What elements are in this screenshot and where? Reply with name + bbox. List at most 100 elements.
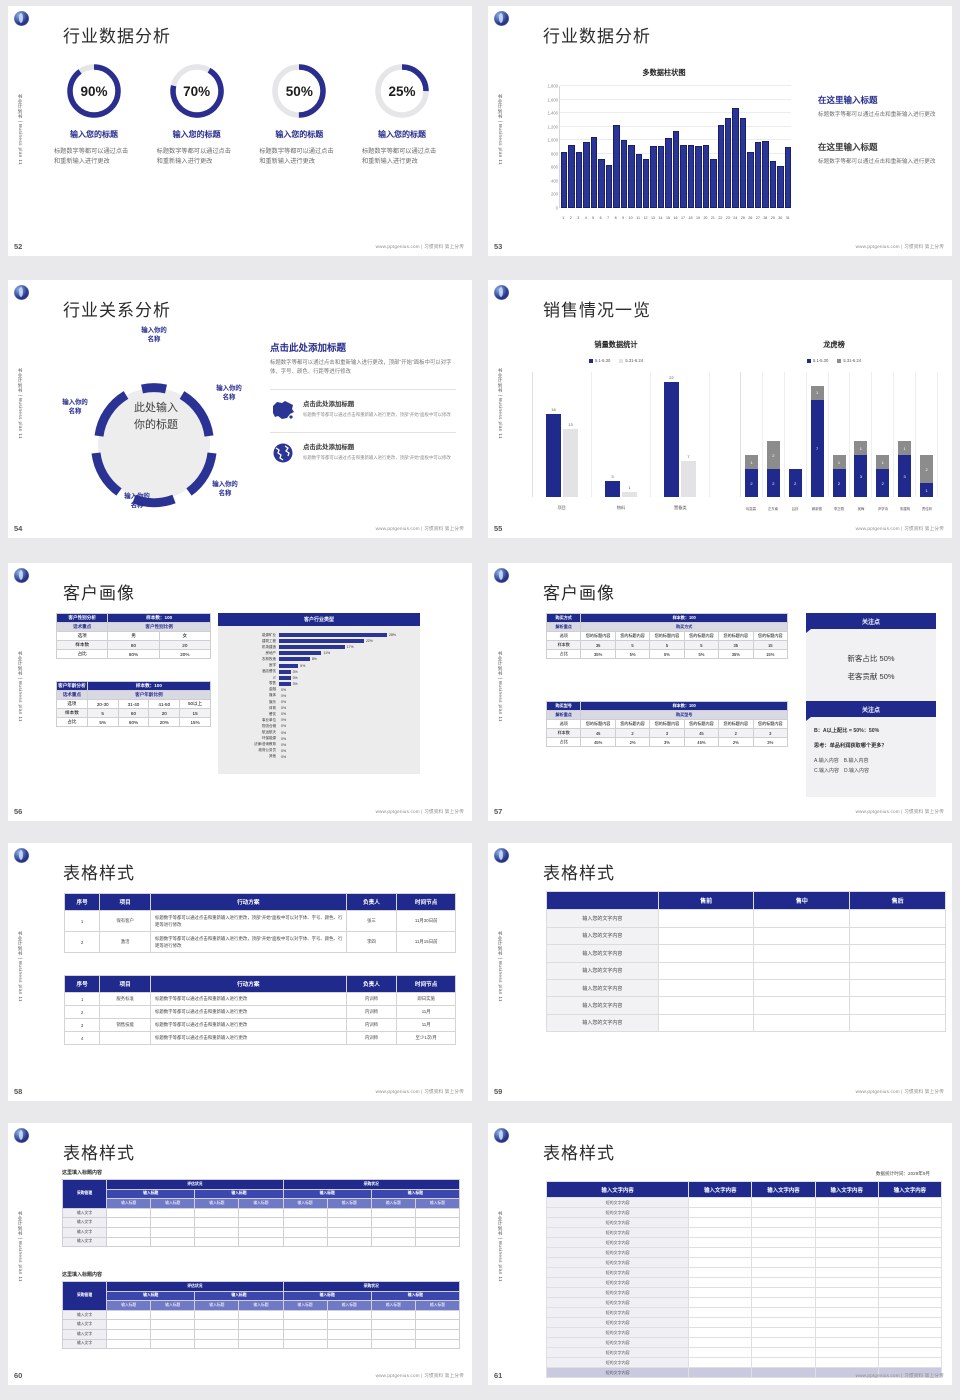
slide-cell-57[interactable]: 书业计划书 | Business plan 11 客户画像 购买方式 样本数：10… — [480, 555, 960, 835]
slide-59[interactable]: 书业计划书 | Business plan 11 表格样式 售前 售中 售后 输入您的… — [488, 843, 952, 1101]
chart-bar — [717, 124, 724, 208]
donut-chart-90: 90% — [65, 62, 123, 120]
action-table-2-wrap: 序号 项目 行动方案 负责人 时间节点 1 服务标准 标题数字等都可以通过点击和重新输入进行更… — [63, 975, 456, 1045]
china-map-icon — [270, 399, 296, 421]
table-cell — [657, 996, 755, 1015]
row-label: 短的文字内容 — [545, 1247, 690, 1258]
industry-bar — [279, 651, 322, 656]
table-leaf-cell: 输入标题 — [194, 1300, 240, 1311]
industry-bar-row: 娱乐 0% — [218, 699, 416, 705]
table-cell — [814, 1287, 879, 1298]
table-subheader-cell: 输入标题 — [370, 1290, 461, 1302]
slide-53[interactable]: 书业计划书 | Business plan 11 行业数据分析 多数据柱状图 0… — [488, 6, 952, 256]
table-leaf-cell: 输入标题 — [150, 1198, 196, 1209]
donut-item[interactable]: 25% 输入您的标题 标题数字等都可以通过点击和重新输入进行更改 — [356, 62, 448, 166]
focus-body: 新客占比 50% 老客贡献 50% — [806, 629, 936, 705]
slide-55[interactable]: 书业计划书 | Business plan 11 销售情况一览 销量数据统计 5… — [488, 280, 952, 538]
item-desc: 标题数字等都可以通过点击和重新输入进行更改，顶部“开始”面板中可以修改 — [303, 411, 451, 417]
x-tick-label: 25 — [740, 216, 745, 220]
industry-bar-row: 媒体 0% — [218, 693, 416, 699]
table-cell — [194, 1217, 240, 1228]
industry-value: 0% — [281, 724, 287, 729]
table-cell — [814, 1197, 879, 1208]
table-cell — [753, 978, 851, 998]
chart-legend: 5.1-5.30 5.31-6.24 — [726, 358, 942, 363]
slide-61[interactable]: 书业计划书 | Business plan 11 表格样式 数据统计时间：202… — [488, 1123, 952, 1385]
y-tick-label: 800 — [551, 151, 558, 157]
slide-cell-61[interactable]: 书业计划书 | Business plan 11 表格样式 数据统计时间：202… — [480, 1115, 960, 1400]
donut-item[interactable]: 50% 输入您的标题 标题数字等都可以通过点击和重新输入进行更改 — [253, 62, 345, 166]
donut-heading: 输入您的标题 — [377, 130, 426, 139]
list-item[interactable]: 点击此处添加标题 标题数字等都可以通过点击和重新输入进行更改，顶部“开始”面板中… — [270, 431, 456, 464]
slide-60[interactable]: 书业计划书 | Business plan 11 表格样式 这里填入标题内容 采… — [8, 1123, 472, 1385]
slide-54[interactable]: 书业计划书 | Business plan 11 行业关系分析 输入你的 名称 输… — [8, 280, 472, 538]
gender-analysis-table: 客户性别分析 样本数：100 话术重点 客户性别比例 选项男女样本数 80 20 占比 80% 2… — [55, 613, 212, 659]
table-cell — [814, 1217, 879, 1228]
focus-body: B：A以上配比 = 50%：50% 思考：单品利润获取哪个更多？ A.输入内容 … — [806, 717, 936, 797]
list-item[interactable]: 点击此处添加标题 标题数字等都可以通过点击和重新输入进行更改，顶部“开始”面板中… — [270, 388, 456, 421]
slide-cell-55[interactable]: 书业计划书 | Business plan 11 销售情况一览 销量数据统计 5… — [480, 270, 960, 555]
side-label: 书业计划书 | Business plan 11 — [18, 94, 23, 165]
table-cell — [751, 1257, 816, 1268]
row-label: 短的文字内容 — [545, 1257, 690, 1268]
text-block: 在这里输入标题 标题数字等都可以通过点击和重新输入进行更改 — [818, 94, 936, 121]
slide-57[interactable]: 书业计划书 | Business plan 11 客户画像 购买方式 样本数：10… — [488, 563, 952, 821]
slide-cell-54[interactable]: 书业计划书 | Business plan 11 行业关系分析 输入你的 名称 输… — [0, 270, 480, 555]
table-cell — [657, 926, 755, 946]
table-cell — [414, 1309, 461, 1321]
table-subheader-cell: 解析重点 — [545, 622, 582, 632]
donut-chart-70: 70% — [168, 62, 226, 120]
slide-cell-56[interactable]: 书业计划书 | Business plan 11 客户画像 客户性别分析 样本数：… — [0, 555, 480, 835]
donut-heading: 输入您的标题 — [70, 130, 118, 139]
long-table-wrap: 输入文字内容 输入文字内容 输入文字内容 输入文字内容 输入文字内容 短的文字内容 短的文字… — [545, 1181, 943, 1378]
donut-item[interactable]: 90% 输入您的标题 标题数字等都可以通过点击和重新输入进行更改 — [48, 62, 140, 166]
chart-bar — [561, 152, 568, 208]
table-header-row: 客户性别分析 样本数：100 — [55, 613, 211, 623]
slide-52[interactable]: 书业计划书 | Business plan 11 行业数据分析 90% 输入您的… — [8, 6, 472, 256]
table-subheader-cell: 购买方式 — [580, 622, 788, 632]
grid-line: 1,200 — [548, 124, 791, 129]
slide-footer: www.pptgenius.com | 习惯资料 第上分传 — [855, 1373, 944, 1378]
table-subheader-cell: 输入标题 — [194, 1290, 284, 1302]
table-cell — [688, 1287, 753, 1298]
industry-value: 0% — [281, 700, 287, 705]
table-corner-cell: 采购管理 — [61, 1281, 108, 1311]
donut-group: 90% 输入您的标题 标题数字等都可以通过点击和重新输入进行更改 70% 输入您… — [48, 62, 448, 166]
table-cell — [370, 1236, 416, 1248]
slide-cell-53[interactable]: 书业计划书 | Business plan 11 行业数据分析 多数据柱状图 0… — [480, 0, 960, 270]
slide-cell-60[interactable]: 书业计划书 | Business plan 11 表格样式 这里填入标题内容 采… — [0, 1115, 480, 1400]
table-row: 输入文字 — [61, 1309, 461, 1321]
table-cell — [238, 1309, 284, 1321]
y-tick-label: 1,400 — [547, 110, 558, 116]
slide-footer: www.pptgenius.com | 习惯资料 第上分传 — [375, 809, 464, 814]
bar-segment: 2 — [766, 469, 780, 497]
table-cell: 2% — [718, 737, 754, 747]
table-row: 占比 80% 20% — [55, 649, 212, 659]
slide-cell-52[interactable]: 书业计划书 | Business plan 11 行业数据分析 90% 输入您的… — [0, 0, 480, 270]
table-cell — [238, 1207, 284, 1219]
table-cell: 3% — [649, 737, 685, 747]
bar-chart-multi: 多数据柱状图 0 200 400 600 800 1,000 1,200 1,400 1,600… — [533, 68, 795, 228]
slide-cell-58[interactable]: 书业计划书 | Business plan 11 表格样式 序号 项目 行动方案 负责… — [0, 835, 480, 1115]
donut-item[interactable]: 70% 输入您的标题 标题数字等都可以通过点击和重新输入进行更改 — [151, 62, 243, 166]
slide-58[interactable]: 书业计划书 | Business plan 11 表格样式 序号 项目 行动方案 负责… — [8, 843, 472, 1101]
industry-bar-row: 体育 0% — [218, 705, 416, 711]
slide-cell-59[interactable]: 书业计划书 | Business plan 11 表格样式 售前 售中 售后 输入您的… — [480, 835, 960, 1115]
table-cell — [849, 926, 946, 946]
table-header-cell: 输入文字内容 — [751, 1181, 816, 1198]
table-cell — [877, 1327, 943, 1338]
row-owner: 内训师 — [345, 992, 398, 1006]
table-leaf-cell: 输入标题 — [326, 1300, 372, 1311]
table-header-cell: 样本数：100 — [107, 613, 211, 623]
row-label: 输入您的文字内容 — [546, 1013, 659, 1033]
row-label: 输入您的文字内容 — [546, 944, 659, 963]
slide-54-right: 点击此处添加标题 标题数字等都可以通过点击和重新输入进行更改，顶部“开始”面板中… — [270, 340, 456, 464]
industry-label: IT — [272, 675, 276, 680]
row-label: 输入文字 — [61, 1309, 108, 1321]
industry-value: 0% — [281, 687, 287, 692]
table-header-cell: 负责人 — [345, 975, 398, 993]
slide-56[interactable]: 书业计划书 | Business plan 11 客户画像 客户性别分析 样本数：… — [8, 563, 472, 821]
